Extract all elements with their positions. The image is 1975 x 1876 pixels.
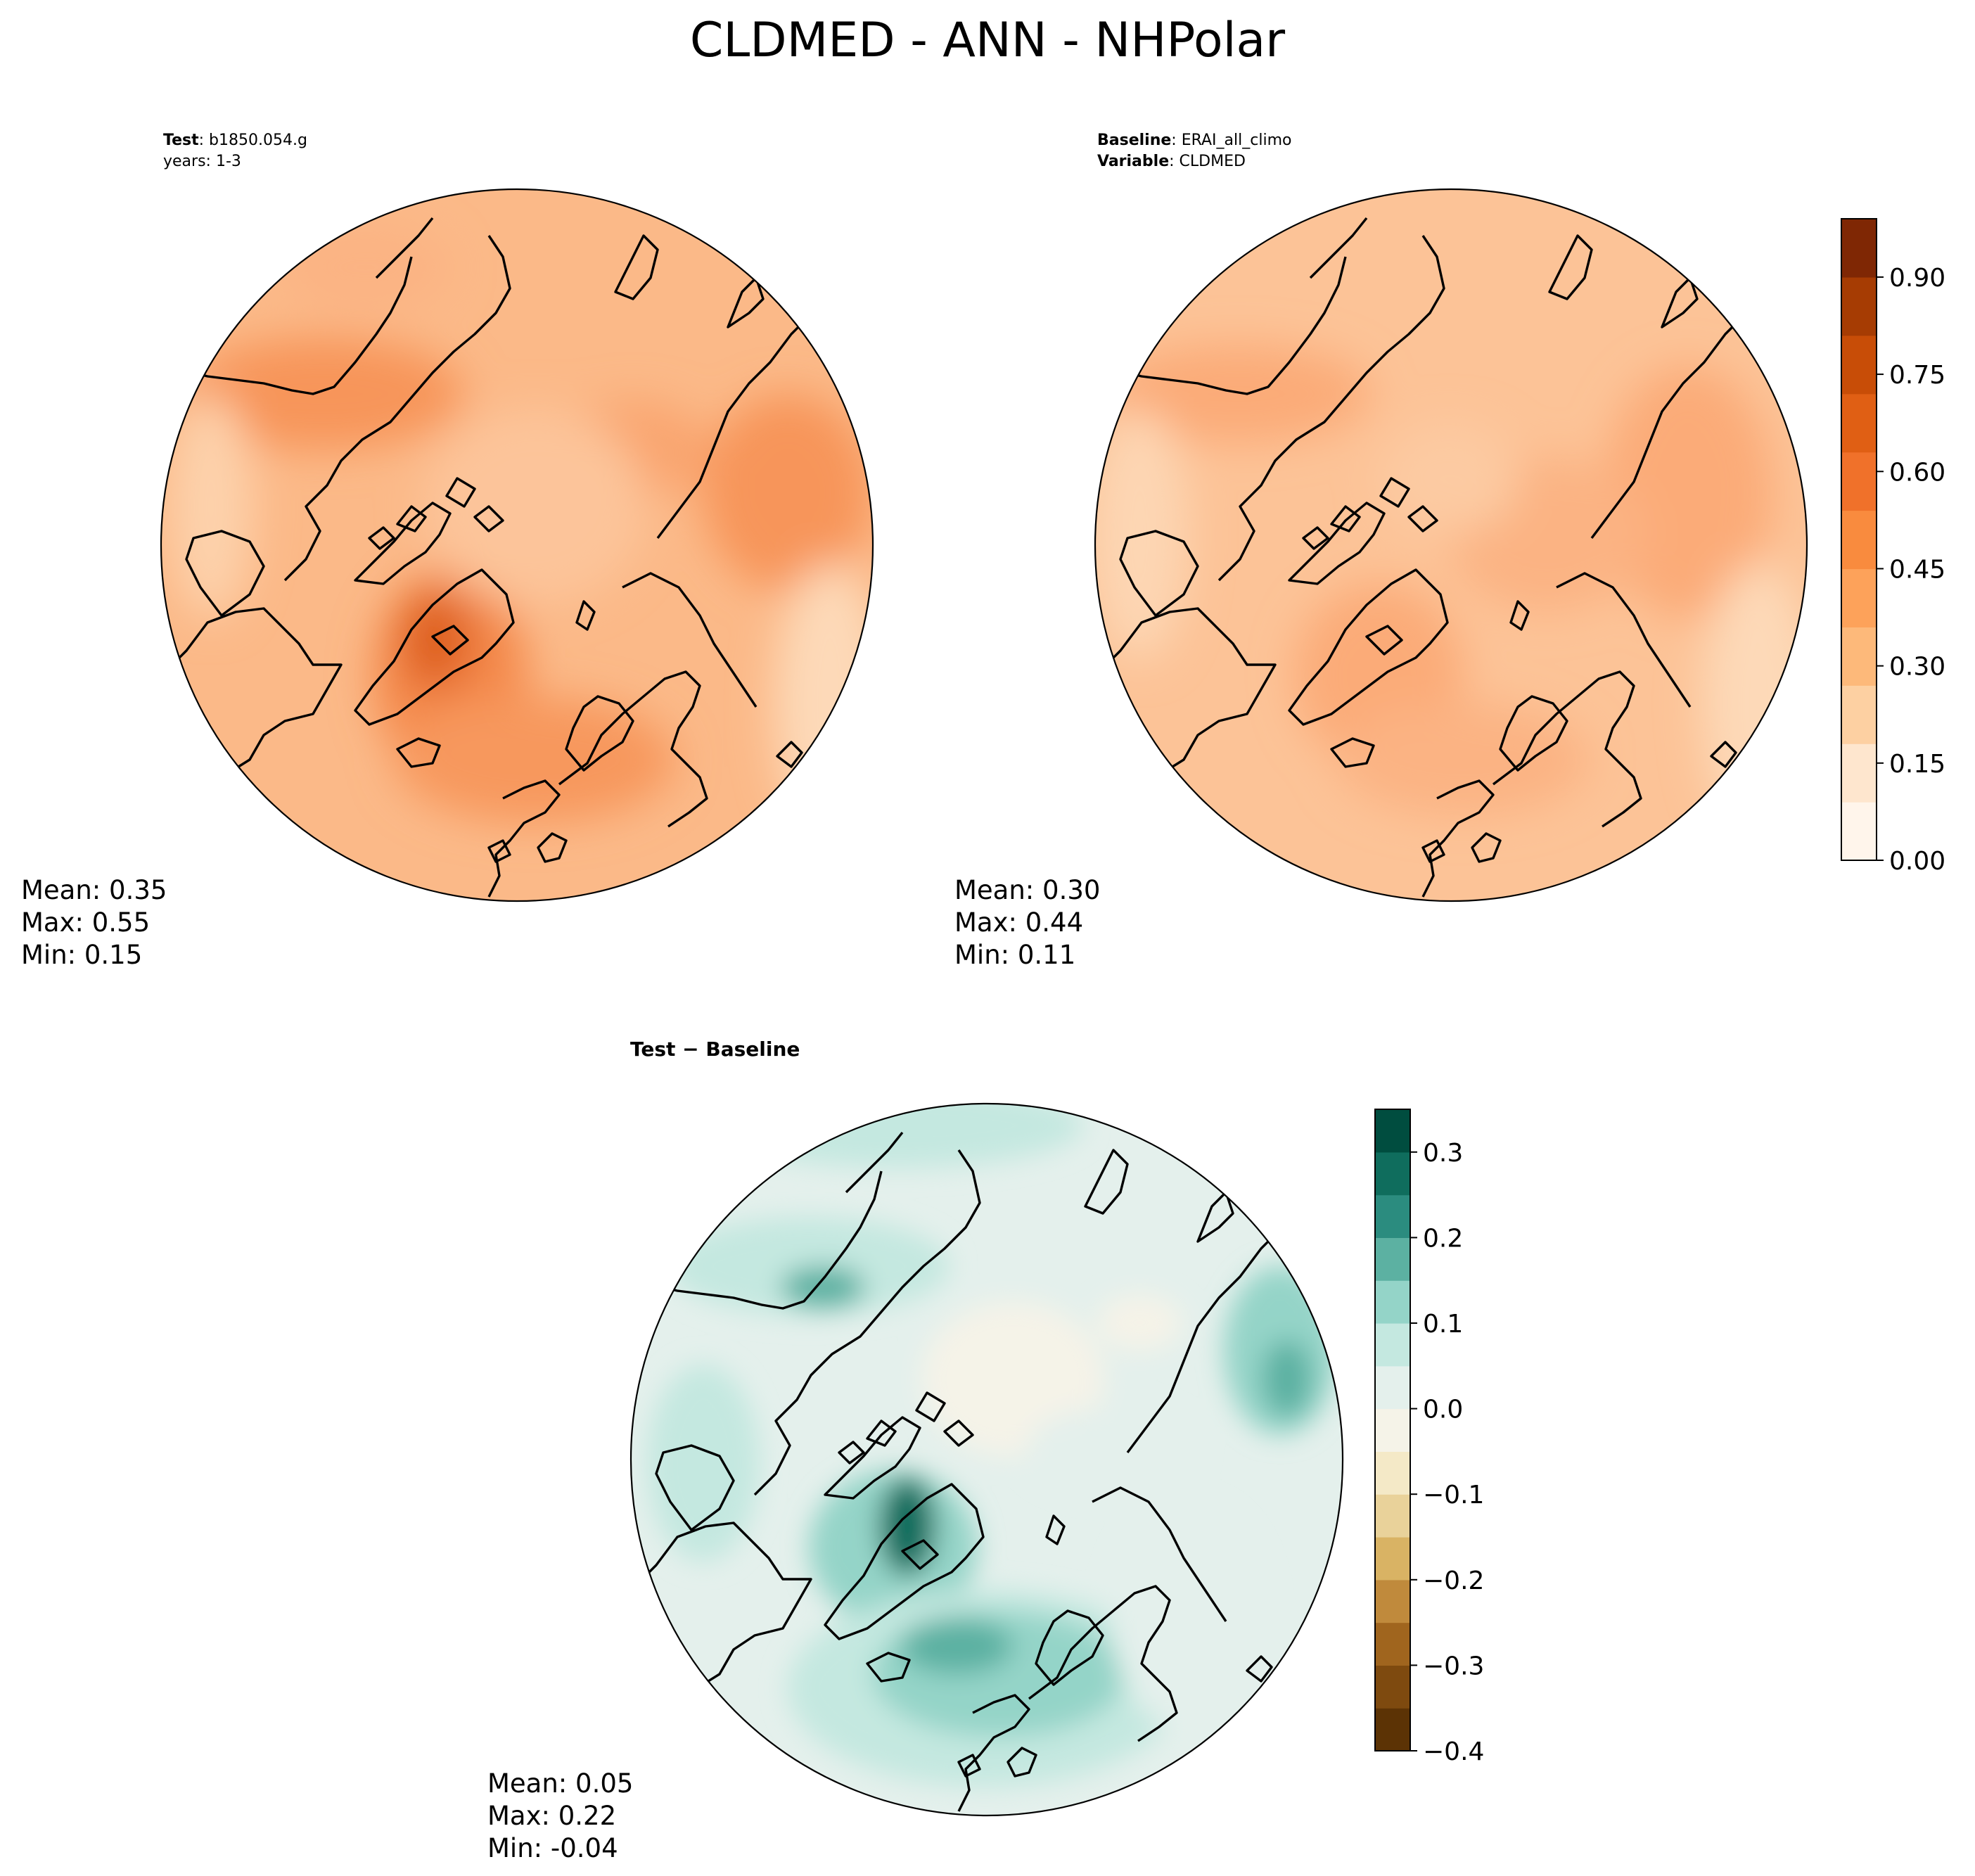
colorbar_diff-swatch	[1375, 1665, 1410, 1709]
test-label-key: Test	[163, 132, 199, 149]
colorbar_diff-tick-label: 0.3	[1423, 1139, 1463, 1168]
colorbar_diff-swatch	[1375, 1708, 1410, 1751]
difference-mean: Mean: 0.05	[487, 1768, 633, 1799]
colorbar_diff-swatch	[1375, 1280, 1410, 1324]
colorbar_main-swatch	[1841, 335, 1877, 395]
test-min: Min: 0.15	[21, 940, 142, 970]
colorbar_diff-swatch	[1375, 1622, 1410, 1666]
colorbar_main-tick-label: 0.30	[1889, 653, 1945, 682]
colorbar_diff-swatch	[1375, 1151, 1410, 1196]
colorbar_main-tick-label: 0.45	[1889, 555, 1945, 584]
difference-colorbar: −0.4 −0.3 −0.2 −0.1 0.0 0.1 0.2 0.3	[1374, 1109, 1484, 1766]
colorbar_main-swatch	[1841, 510, 1877, 570]
colorbar_main-tick-label: 0.00	[1889, 847, 1945, 876]
colorbar_diff-swatch	[1375, 1494, 1410, 1538]
colorbar_main-frame	[1841, 218, 1877, 861]
colorbar_diff-tick-label: −0.1	[1423, 1481, 1484, 1510]
colorbar_diff-swatch	[1375, 1365, 1410, 1410]
colorbar_main-tick-label: 0.15	[1889, 750, 1945, 779]
baseline-label-sep: :	[1171, 132, 1181, 149]
variable-label-sep: :	[1169, 153, 1179, 170]
colorbar_main-swatch	[1841, 744, 1877, 803]
test-label-sep: :	[199, 132, 209, 149]
baseline-panel: Baseline: ERAI_all_climo Variable: CLDME…	[954, 132, 1808, 970]
figure-title: CLDMED - ANN - NHPolar	[690, 13, 1285, 68]
test-years: years: 1-3	[163, 153, 241, 170]
baseline-label: Baseline: ERAI_all_climo	[1097, 132, 1291, 149]
difference-field-map	[631, 1104, 1343, 1816]
colorbar_main-swatch	[1841, 393, 1877, 453]
colorbar_main-swatch	[1841, 219, 1877, 278]
baseline-min: Min: 0.11	[954, 940, 1075, 970]
colorbar_main-tick-label: 0.90	[1889, 264, 1945, 293]
colorbar_main-swatch	[1841, 685, 1877, 744]
colorbar_main-swatch	[1841, 802, 1877, 861]
colorbar_diff-tick-label: 0.0	[1423, 1396, 1463, 1424]
baseline-label-value: ERAI_all_climo	[1182, 132, 1292, 149]
baseline-label-key: Baseline	[1097, 132, 1171, 149]
test-label-value: b1850.054.g	[209, 132, 307, 149]
test-field-map	[161, 189, 873, 901]
test-mean: Mean: 0.35	[21, 875, 167, 905]
colorbar_main-swatch	[1841, 627, 1877, 686]
colorbar_main-swatch	[1841, 452, 1877, 511]
colorbar_diff-swatch	[1375, 1237, 1410, 1281]
colorbar_diff-swatch	[1375, 1451, 1410, 1495]
colorbar_main-tick-label: 0.75	[1889, 361, 1945, 390]
test-label: Test: b1850.054.g	[163, 132, 307, 149]
main-colorbar: 0.00 0.15 0.30 0.45 0.60 0.75 0.90	[1841, 218, 1945, 876]
colorbar_diff-tick-label: −0.2	[1423, 1566, 1484, 1595]
colorbar_diff-swatch	[1375, 1579, 1410, 1623]
colorbar_main-swatch	[1841, 568, 1877, 627]
colorbar_main-tick-label: 0.60	[1889, 458, 1945, 487]
colorbar_diff-swatch	[1375, 1537, 1410, 1581]
variable-label-key: Variable	[1097, 153, 1169, 170]
difference-title: Test − Baseline	[630, 1038, 800, 1061]
variable-label-value: CLDMED	[1180, 153, 1246, 170]
colorbar_diff-tick-label: 0.1	[1423, 1310, 1463, 1339]
difference-max: Max: 0.22	[487, 1801, 616, 1831]
baseline-max: Max: 0.44	[954, 907, 1083, 938]
colorbar_diff-swatch	[1375, 1109, 1410, 1153]
variable-label: Variable: CLDMED	[1097, 153, 1246, 170]
baseline-field-map	[1095, 189, 1807, 901]
colorbar_diff-frame	[1374, 1109, 1411, 1751]
colorbar_diff-swatch	[1375, 1323, 1410, 1367]
colorbar_diff-swatch	[1375, 1194, 1410, 1238]
baseline-mean: Mean: 0.30	[954, 875, 1100, 905]
colorbar_diff-tick-label: −0.3	[1423, 1652, 1484, 1680]
difference-panel: Test − Baseline	[487, 1038, 1344, 1863]
colorbar_diff-tick-label: −0.4	[1423, 1737, 1484, 1766]
test-panel: Test: b1850.054.g years: 1-3 Mean: 0.35 …	[21, 132, 874, 970]
difference-min: Min: -0.04	[487, 1833, 618, 1863]
colorbar_main-swatch	[1841, 276, 1877, 336]
colorbar_diff-swatch	[1375, 1408, 1410, 1452]
colorbar_diff-tick-label: 0.2	[1423, 1224, 1463, 1253]
test-max: Max: 0.55	[21, 907, 150, 938]
